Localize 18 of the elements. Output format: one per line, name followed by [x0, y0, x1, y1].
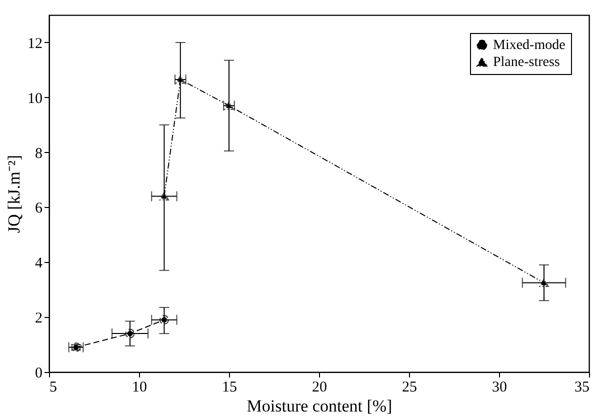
y-tick-label: 6	[35, 200, 43, 217]
y-tick-label: 10	[28, 90, 42, 107]
legend-label: Plane-stress	[493, 55, 560, 70]
y-tick-label: 0	[35, 366, 42, 382]
x-tick-label: 10	[132, 380, 147, 396]
x-tick-label: 20	[312, 380, 327, 396]
legend-label: Mixed-mode	[493, 38, 566, 53]
x-tick-label: 15	[222, 380, 237, 396]
y-tick-label: 4	[35, 256, 43, 272]
y-tick-label: 8	[35, 146, 42, 162]
y-tick-label: 12	[28, 36, 42, 52]
x-tick-label: 5	[50, 380, 57, 396]
x-tick-label: 35	[574, 380, 590, 396]
x-tick-label: 25	[402, 380, 417, 396]
x-tick-label: 30	[492, 380, 507, 396]
x-axis-title: Moisture content [%]	[246, 396, 392, 416]
y-tick-label: 2	[35, 310, 42, 327]
y-axis-title: JQ [kJ.m⁻²]	[4, 154, 24, 234]
